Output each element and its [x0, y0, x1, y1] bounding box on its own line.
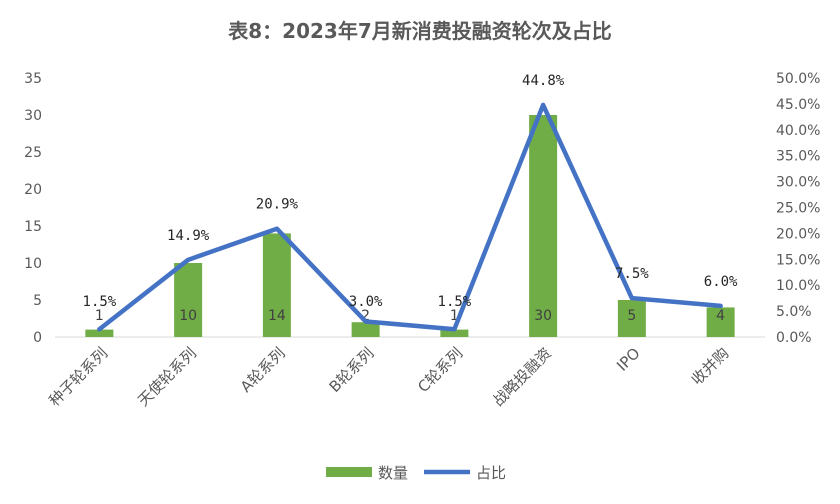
- right-tick-label: 20.0%: [776, 226, 820, 242]
- bar-value-label: 1: [95, 308, 104, 324]
- bar-data-labels: 1 10 14 2 1 30 5 4: [95, 308, 725, 324]
- line-point: [541, 102, 546, 107]
- category-axis-labels: 种子轮系列 天使轮系列 A轮系列 B轮系列 C轮系列 战略投融资 IPO 收并购: [45, 344, 732, 410]
- line-point: [186, 257, 191, 262]
- bar: [174, 263, 203, 337]
- left-tick-label: 20: [24, 182, 42, 198]
- left-tick-label: 35: [24, 71, 42, 87]
- line-value-label: 3.0%: [349, 294, 383, 310]
- bar: [440, 329, 469, 337]
- line-value-label: 6.0%: [704, 274, 738, 290]
- chart-title: 表8：2023年7月新消费投融资轮次及占比: [228, 19, 612, 43]
- right-tick-label: 15.0%: [776, 252, 820, 268]
- bar: [706, 307, 735, 337]
- left-tick-label: 0: [33, 330, 42, 346]
- line-value-label: 20.9%: [256, 197, 299, 213]
- bar: [85, 329, 114, 337]
- bar-value-label: 14: [268, 308, 286, 324]
- line-series: [97, 102, 723, 332]
- line-point: [97, 327, 102, 332]
- legend-bar-swatch: [326, 467, 372, 477]
- right-tick-label: 25.0%: [776, 201, 820, 217]
- line-point: [629, 296, 634, 301]
- right-tick-label: 45.0%: [776, 97, 820, 113]
- bar-value-label: 4: [716, 308, 725, 324]
- right-tick-label: 50.0%: [776, 71, 820, 87]
- line-point: [452, 327, 457, 332]
- legend: 数量 占比: [326, 464, 506, 482]
- bar-value-label: 30: [534, 308, 552, 324]
- left-tick-label: 5: [33, 293, 42, 309]
- right-axis: 0.0% 5.0% 10.0% 15.0% 20.0% 25.0% 30.0% 35.0% 40…: [776, 71, 820, 346]
- line-path: [97, 102, 723, 332]
- right-tick-label: 5.0%: [776, 304, 812, 320]
- legend-line-label: 占比: [476, 464, 506, 482]
- category-label: C轮系列: [414, 344, 466, 396]
- bar-value-label: 2: [361, 308, 370, 324]
- left-axis: 0 5 10 15 20 25 30 35: [24, 71, 42, 346]
- category-label: 天使轮系列: [134, 344, 200, 410]
- line-point: [274, 226, 279, 231]
- right-tick-label: 35.0%: [776, 149, 820, 165]
- line-value-label: 44.8%: [522, 73, 565, 89]
- category-label: 收并购: [688, 344, 733, 389]
- left-tick-label: 30: [24, 108, 42, 124]
- bar-value-label: 5: [627, 308, 636, 324]
- line-value-label: 7.5%: [615, 266, 649, 282]
- right-tick-label: 30.0%: [776, 175, 820, 191]
- left-tick-label: 10: [24, 256, 42, 272]
- line-data-labels: 1.5% 14.9% 20.9% 3.0% 1.5% 44.8% 7.5% 6.0%: [83, 73, 739, 310]
- bar-value-label: 10: [179, 308, 197, 324]
- category-label: 种子轮系列: [45, 344, 111, 410]
- line-value-label: 1.5%: [438, 294, 472, 310]
- category-label: B轮系列: [326, 344, 378, 396]
- line-point: [718, 303, 723, 308]
- category-label: 战略投融资: [489, 344, 555, 410]
- bar: [529, 115, 558, 337]
- right-tick-label: 0.0%: [776, 330, 812, 346]
- category-label: IPO: [613, 344, 644, 375]
- legend-bar-label: 数量: [378, 464, 408, 482]
- bar: [617, 300, 646, 337]
- line-value-label: 1.5%: [83, 294, 117, 310]
- left-tick-label: 15: [24, 219, 42, 235]
- bar-series: [85, 115, 735, 337]
- bar: [351, 322, 380, 337]
- category-label: A轮系列: [237, 344, 289, 396]
- bar: [262, 233, 291, 337]
- right-tick-label: 10.0%: [776, 278, 820, 294]
- line-point: [363, 319, 368, 324]
- bar-value-label: 1: [450, 308, 459, 324]
- left-tick-label: 25: [24, 145, 42, 161]
- right-tick-label: 40.0%: [776, 123, 820, 139]
- line-value-label: 14.9%: [167, 228, 210, 244]
